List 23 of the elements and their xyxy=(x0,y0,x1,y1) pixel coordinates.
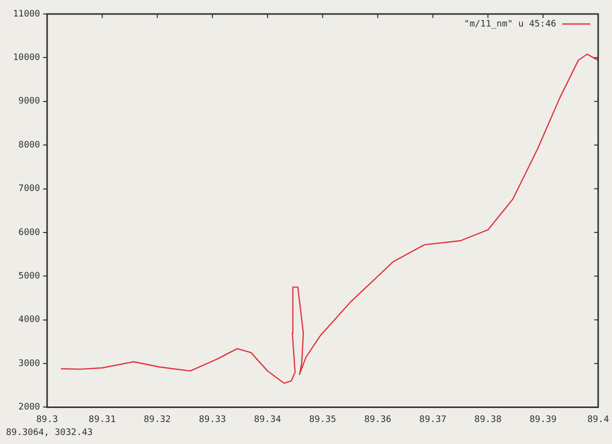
y-tick-label: 6000 xyxy=(18,228,40,238)
x-tick-label: 89.31 xyxy=(88,414,116,425)
y-tick-label: 2000 xyxy=(18,402,40,413)
y-tick-label: 5000 xyxy=(18,271,40,282)
x-tick-label: 89.38 xyxy=(474,414,502,425)
y-tick-label: 8000 xyxy=(18,140,40,150)
y-tick-label: 11000 xyxy=(13,9,40,20)
x-tick-label: 89.3 xyxy=(36,414,58,425)
legend-label: "m/11_nm" u 45:46 xyxy=(464,19,556,30)
y-tick-label: 7000 xyxy=(18,184,40,194)
y-tick-label: 9000 xyxy=(18,96,40,107)
y-tick-label: 3000 xyxy=(18,358,40,369)
x-tick-label: 89.39 xyxy=(530,414,557,425)
y-tick-label: 4000 xyxy=(18,315,40,326)
x-tick-label: 89.33 xyxy=(198,414,226,425)
x-tick-label: 89.36 xyxy=(364,414,392,425)
text: 89.3064, 3032.43 xyxy=(6,428,93,438)
x-tick-label: 89.34 xyxy=(254,414,282,425)
x-tick-label: 89.32 xyxy=(144,414,171,425)
y-tick-label: 10000 xyxy=(13,53,40,64)
x-tick-label: 89.37 xyxy=(419,414,446,425)
x-tick-label: 89.35 xyxy=(309,414,336,425)
x-tick-label: 89.4 xyxy=(587,414,610,425)
